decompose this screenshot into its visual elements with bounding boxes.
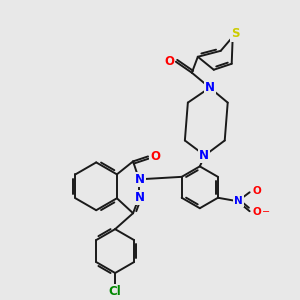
Text: N: N	[135, 173, 145, 186]
Text: N: N	[135, 191, 145, 204]
Text: O: O	[164, 55, 174, 68]
Text: N: N	[234, 196, 243, 206]
Text: O: O	[252, 207, 261, 217]
Text: Cl: Cl	[109, 285, 122, 298]
Text: N: N	[205, 81, 215, 94]
Text: O: O	[150, 150, 160, 163]
Text: −: −	[262, 207, 270, 217]
Text: N: N	[199, 149, 209, 162]
Text: S: S	[231, 27, 240, 40]
Text: O: O	[252, 186, 261, 196]
